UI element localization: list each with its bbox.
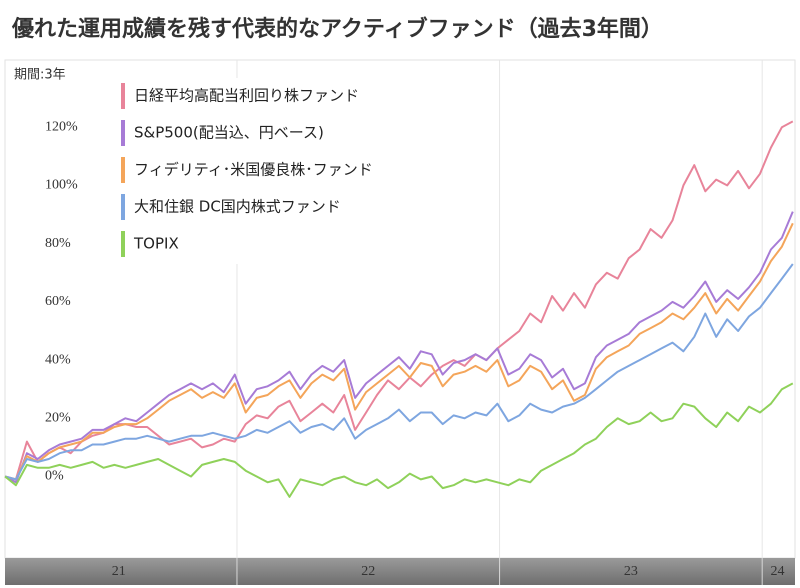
y-tick-label: 120% xyxy=(45,119,78,134)
legend-label: S&P500(配当込、円ベース) xyxy=(134,124,324,142)
series-line xyxy=(4,382,794,498)
legend-box xyxy=(115,78,415,264)
legend-label: 日経平均高配当利回り株ファンド xyxy=(134,87,359,105)
y-tick-label: 0% xyxy=(45,469,64,484)
series-line xyxy=(4,211,794,484)
y-tick-label: 80% xyxy=(45,236,71,251)
series-line xyxy=(4,222,794,481)
legend-label: TOPIX xyxy=(133,235,179,253)
legend-swatch xyxy=(121,157,125,183)
y-tick-label: 60% xyxy=(45,294,71,309)
legend-swatch xyxy=(121,231,125,257)
x-axis-band xyxy=(5,558,795,585)
legend-swatch xyxy=(121,194,125,220)
period-label: 期間:3年 xyxy=(14,68,66,83)
x-tick-label: 22 xyxy=(361,564,375,579)
legend-label: フィデリティ･米国優良株･ファンド xyxy=(134,161,373,179)
legend-label: 大和住銀 DC国内株式ファンド xyxy=(134,198,341,216)
y-tick-label: 40% xyxy=(45,352,71,367)
legend-swatch xyxy=(121,120,125,146)
chart-title: 優れた運用成績を残す代表的なアクティブファンド（過去3年間） xyxy=(11,16,663,42)
x-tick-label: 23 xyxy=(624,564,638,579)
legend-swatch xyxy=(121,83,125,109)
y-tick-label: 20% xyxy=(45,411,71,426)
series-line xyxy=(4,263,794,481)
series-line xyxy=(4,120,794,481)
y-tick-label: 100% xyxy=(45,178,78,193)
x-tick-label: 21 xyxy=(112,564,126,579)
x-tick-label: 24 xyxy=(770,564,784,579)
